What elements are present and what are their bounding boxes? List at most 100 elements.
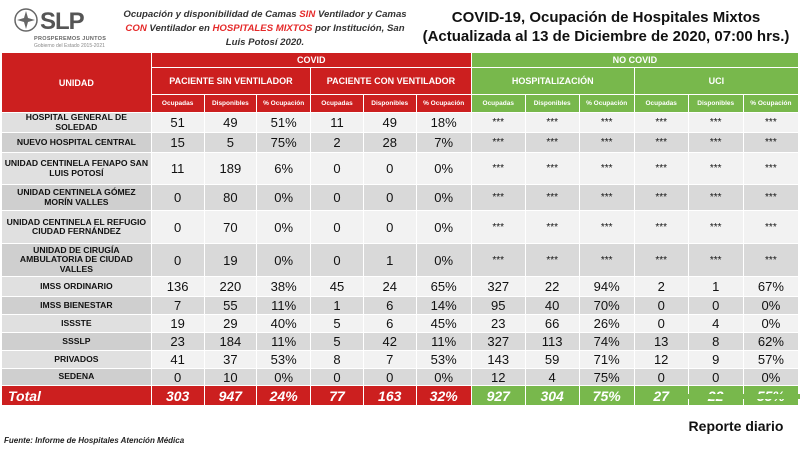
- total-cell: 947: [203, 385, 258, 406]
- data-cell: 136: [150, 276, 205, 297]
- total-cell: 77: [310, 385, 364, 406]
- data-cell: 65%: [415, 276, 472, 297]
- data-cell: 53%: [256, 350, 312, 369]
- data-cell: ***: [742, 132, 800, 153]
- data-cell: 14%: [415, 296, 472, 315]
- data-cell: 0%: [256, 184, 312, 211]
- total-cell: 27: [633, 385, 689, 406]
- data-cell: 6%: [256, 152, 312, 185]
- data-cell: ***: [524, 184, 580, 211]
- data-cell: 62%: [742, 332, 800, 351]
- data-cell: 0: [310, 243, 364, 277]
- table-row: UNIDAD DE CIRUGÍA AMBULATORIA DE CIUDAD …: [1, 243, 800, 277]
- unit-name: ISSSTE: [1, 314, 152, 333]
- sub-header-disponibles: Disponibles: [524, 94, 580, 113]
- title-line-2: (Actualizada al 13 de Diciembre de 2020,…: [422, 28, 790, 45]
- data-cell: 5: [203, 132, 258, 153]
- unit-name: PRIVADOS: [1, 350, 152, 369]
- data-cell: 74%: [578, 332, 635, 351]
- data-cell: 0: [633, 314, 689, 333]
- total-cell: 927: [470, 385, 526, 406]
- total-cell: 163: [362, 385, 417, 406]
- slp-logo: SLP PROSPEREMOS JUNTOS Gobierno del Esta…: [12, 6, 106, 52]
- sub-header-ocupacion: % Ocupación: [578, 94, 635, 113]
- data-cell: 143: [470, 350, 526, 369]
- total-cell: 304: [524, 385, 580, 406]
- data-cell: 94%: [578, 276, 635, 297]
- data-cell: 0: [362, 210, 417, 244]
- data-cell: ***: [524, 243, 580, 277]
- sub-header-ocupadas: Ocupadas: [470, 94, 526, 113]
- data-cell: ***: [524, 132, 580, 153]
- covid-header: COVID: [150, 52, 472, 68]
- group-header-hospitalizacion: HOSPITALIZACIÓN: [470, 67, 635, 95]
- data-cell: 22: [524, 276, 580, 297]
- table-row: HOSPITAL GENERAL DE SOLEDAD 51 49 51% 11 49 18…: [1, 112, 800, 133]
- data-cell: 0%: [415, 368, 472, 386]
- sub-header-ocupacion: % Ocupación: [415, 94, 472, 113]
- data-cell: 67%: [742, 276, 800, 297]
- data-cell: 0%: [415, 243, 472, 277]
- data-cell: ***: [742, 152, 800, 185]
- data-cell: 0: [150, 368, 205, 386]
- data-cell: 184: [203, 332, 258, 351]
- data-cell: ***: [578, 210, 635, 244]
- data-cell: ***: [687, 132, 744, 153]
- data-cell: ***: [470, 152, 526, 185]
- table-row: UNIDAD CENTINELA FENAPO SAN LUIS POTOSÍ 1…: [1, 152, 800, 185]
- data-cell: 0: [362, 368, 417, 386]
- data-cell: 75%: [256, 132, 312, 153]
- data-cell: 57%: [742, 350, 800, 369]
- data-cell: ***: [687, 184, 744, 211]
- data-cell: 0: [310, 152, 364, 185]
- unit-name: UNIDAD CENTINELA EL REFUGIO CIUDAD FERNÁ…: [1, 210, 152, 244]
- data-cell: 42: [362, 332, 417, 351]
- data-cell: 80: [203, 184, 258, 211]
- daily-report-label: Reporte diario: [688, 418, 784, 434]
- data-cell: ***: [742, 210, 800, 244]
- table-body: HOSPITAL GENERAL DE SOLEDAD 51 49 51% 11 49 18…: [1, 112, 800, 386]
- data-cell: 220: [203, 276, 258, 297]
- sub-header-ocupadas: Ocupadas: [633, 94, 689, 113]
- table-row: IMSS ORDINARIO 136 220 38% 45 24 65% 327 22 94% 2 1…: [1, 276, 800, 297]
- data-cell: 12: [470, 368, 526, 386]
- table-row: IMSS BIENESTAR 7 55 11% 1 6 14% 95 40 70% 0 0 0%: [1, 296, 800, 315]
- data-cell: 0: [633, 368, 689, 386]
- data-cell: 55: [203, 296, 258, 315]
- data-cell: 0%: [415, 210, 472, 244]
- nocovid-header: NO COVID: [470, 52, 800, 68]
- unidad-header: UNIDAD: [1, 52, 152, 113]
- sub-header-disponibles: Disponibles: [203, 94, 258, 113]
- table-row: SSSLP 23 184 11% 5 42 11% 327 113 74% 13 8 62%: [1, 332, 800, 351]
- data-cell: 19: [203, 243, 258, 277]
- data-cell: ***: [687, 152, 744, 185]
- data-cell: ***: [470, 210, 526, 244]
- data-cell: 0: [310, 210, 364, 244]
- sub-header-disponibles: Disponibles: [687, 94, 744, 113]
- data-cell: 70%: [578, 296, 635, 315]
- data-cell: 12: [633, 350, 689, 369]
- data-cell: ***: [633, 210, 689, 244]
- report-title: COVID-19, Ocupación de Hospitales Mixtos…: [420, 8, 792, 46]
- data-cell: 1: [362, 243, 417, 277]
- data-cell: ***: [742, 112, 800, 133]
- table-row: PRIVADOS 41 37 53% 8 7 53% 143 59 71% 12 9 57%: [1, 350, 800, 369]
- unit-name: IMSS ORDINARIO: [1, 276, 152, 297]
- data-cell: 0%: [742, 296, 800, 315]
- data-cell: 2: [310, 132, 364, 153]
- total-cell: 55%: [742, 385, 800, 406]
- data-cell: ***: [633, 243, 689, 277]
- data-cell: ***: [742, 243, 800, 277]
- data-cell: 1: [310, 296, 364, 315]
- data-cell: ***: [578, 132, 635, 153]
- data-cell: 0: [150, 210, 205, 244]
- data-cell: 70: [203, 210, 258, 244]
- data-cell: ***: [470, 112, 526, 133]
- data-cell: 4: [687, 314, 744, 333]
- data-cell: 0%: [415, 152, 472, 185]
- data-cell: ***: [578, 112, 635, 133]
- unit-name: SSSLP: [1, 332, 152, 351]
- unit-name: IMSS BIENESTAR: [1, 296, 152, 315]
- data-cell: 19: [150, 314, 205, 333]
- source-note: Fuente: Informe de Hospitales Atención M…: [4, 436, 185, 445]
